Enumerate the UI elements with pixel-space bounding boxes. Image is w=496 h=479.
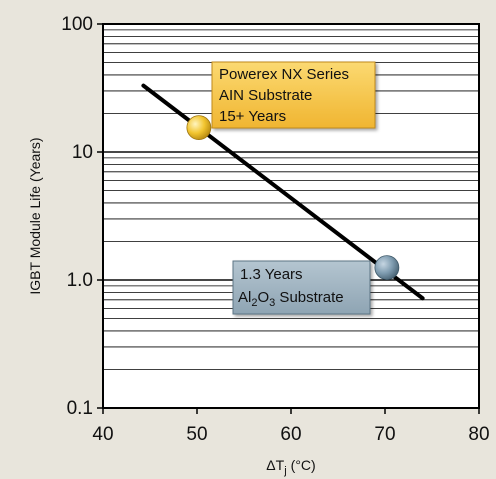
annotation-powerex-line3: 15+ Years: [219, 108, 286, 125]
y-tick-label: 0.1: [67, 398, 93, 419]
x-tick-label: 80: [468, 424, 489, 445]
annotation-al2o3: [232, 260, 371, 315]
x-tick-label: 70: [374, 424, 395, 445]
x-tick-label: 50: [186, 424, 207, 445]
y-tick-label: 100: [61, 14, 93, 35]
annotation-powerex: [211, 61, 376, 129]
marker-layer: [186, 115, 400, 280]
tick-labels: 40 50 60 70 80 0.1 1.0 10 100: [61, 14, 489, 445]
annotation-al2o3-line2: Al2O3 Substrate: [238, 289, 344, 309]
x-tick-label: 40: [92, 424, 113, 445]
y-axis-label: IGBT Module Life (Years): [27, 137, 43, 294]
x-axis-label: ΔTj (°C): [266, 457, 315, 477]
annotation-powerex-line2: AIN Substrate: [219, 87, 312, 104]
x-axis-label-subscript: j: [283, 465, 286, 477]
annotation-al2o3-line1: 1.3 Years: [240, 266, 303, 283]
marker-aln-point: [186, 115, 212, 141]
y-tick-label: 1.0: [67, 270, 93, 291]
x-axis-label-unit: (°C): [291, 457, 316, 473]
al2o3-part-3: 3: [269, 297, 275, 309]
x-axis-label-delta: ΔT: [266, 457, 284, 473]
annotation-box-yellow: [211, 61, 376, 129]
marker-al2o3-point: [374, 255, 400, 280]
annotation-powerex-line1: Powerex NX Series: [219, 66, 349, 83]
annotation-box-blue: [232, 260, 371, 315]
al2o3-part-2: 2: [251, 297, 257, 309]
y-tick-label: 10: [72, 142, 93, 163]
x-tick-label: 60: [280, 424, 301, 445]
al2o3-part-o: O: [257, 289, 269, 306]
al2o3-part-substrate: Substrate: [275, 289, 343, 306]
al2o3-part-al: Al: [238, 289, 251, 306]
